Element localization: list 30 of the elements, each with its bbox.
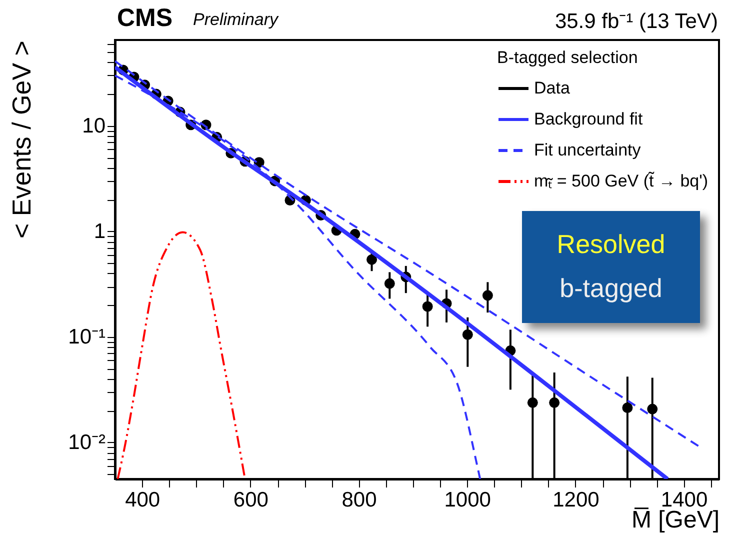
x-tick-label: 800 <box>342 488 377 512</box>
legend-label: Background fit <box>534 110 643 128</box>
y-tick-label: 10⁻¹ <box>68 325 106 348</box>
y-tick-label: 10⁻² <box>68 430 106 454</box>
text: 35.9 fb⁻¹ (13 TeV) <box>554 9 718 34</box>
point <box>422 301 433 312</box>
point <box>622 402 633 413</box>
point <box>527 397 538 408</box>
legend-label: mₜ̃ = 500 GeV (t̃ → bq') <box>534 171 708 190</box>
text: Preliminary <box>193 10 278 30</box>
annotation: Resolved <box>556 229 666 260</box>
y-tick-label: 10 <box>82 114 106 138</box>
y-axis-title: < Events / GeV > <box>6 40 36 238</box>
legend-title: B-tagged selection <box>497 48 638 67</box>
legend-label: Data <box>534 78 570 98</box>
point <box>482 290 493 301</box>
point <box>549 397 560 408</box>
legend-label: Fit uncertainty <box>534 140 642 160</box>
point <box>462 329 473 340</box>
point <box>384 278 395 289</box>
line-series <box>116 231 246 479</box>
x-tick-label: 1000 <box>444 488 491 512</box>
x-tick-label: 400 <box>125 488 160 512</box>
text: CMS <box>117 4 173 33</box>
x-tick-label: 1200 <box>552 488 600 512</box>
y-tick-label: 1 <box>94 220 106 243</box>
annotation: b-tagged <box>558 273 664 304</box>
point <box>366 254 378 265</box>
x-tick-label: 600 <box>233 488 268 512</box>
point <box>647 404 658 414</box>
